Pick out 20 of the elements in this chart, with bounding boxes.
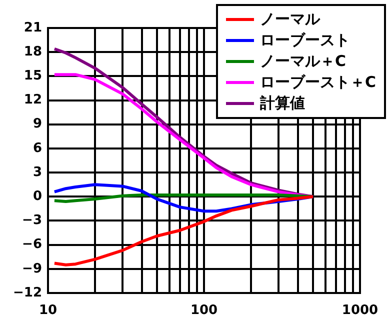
y-tick-label: −9 (22, 261, 42, 276)
legend-label: ローブースト (260, 30, 350, 51)
x-tick-label: 100 (190, 303, 218, 318)
legend-label: ノーマル (260, 9, 320, 30)
legend-label: ローブースト＋C (260, 72, 376, 93)
y-tick-label: 3 (32, 164, 42, 180)
y-tick-label: 21 (24, 20, 42, 36)
legend-label: ノーマル＋C (260, 51, 346, 72)
y-tick-label: −6 (22, 237, 42, 252)
y-tick-label: 15 (24, 68, 42, 84)
y-tick-label: −3 (22, 213, 42, 228)
y-tick-label: 9 (32, 116, 42, 132)
legend-label: 計算値 (260, 93, 305, 114)
y-tick-label: 12 (24, 92, 42, 108)
y-tick-label: −12 (13, 285, 42, 300)
y-tick-label: 18 (24, 44, 42, 60)
x-tick-label: 1000 (342, 303, 378, 318)
y-tick-label: 0 (32, 189, 42, 204)
y-tick-label: 6 (32, 140, 42, 156)
x-tick-label: 10 (38, 303, 58, 318)
